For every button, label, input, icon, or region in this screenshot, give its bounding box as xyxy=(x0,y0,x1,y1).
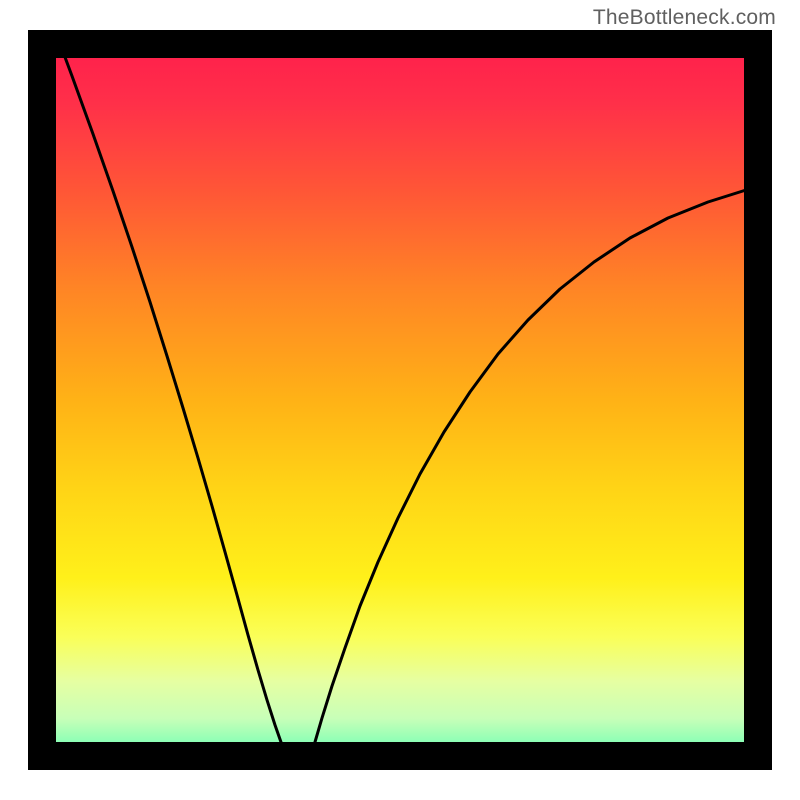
watermark-text: TheBottleneck.com xyxy=(593,6,776,30)
chart-container: TheBottleneck.com xyxy=(0,0,800,800)
gradient-background xyxy=(28,30,772,770)
bottleneck-chart xyxy=(0,0,800,800)
